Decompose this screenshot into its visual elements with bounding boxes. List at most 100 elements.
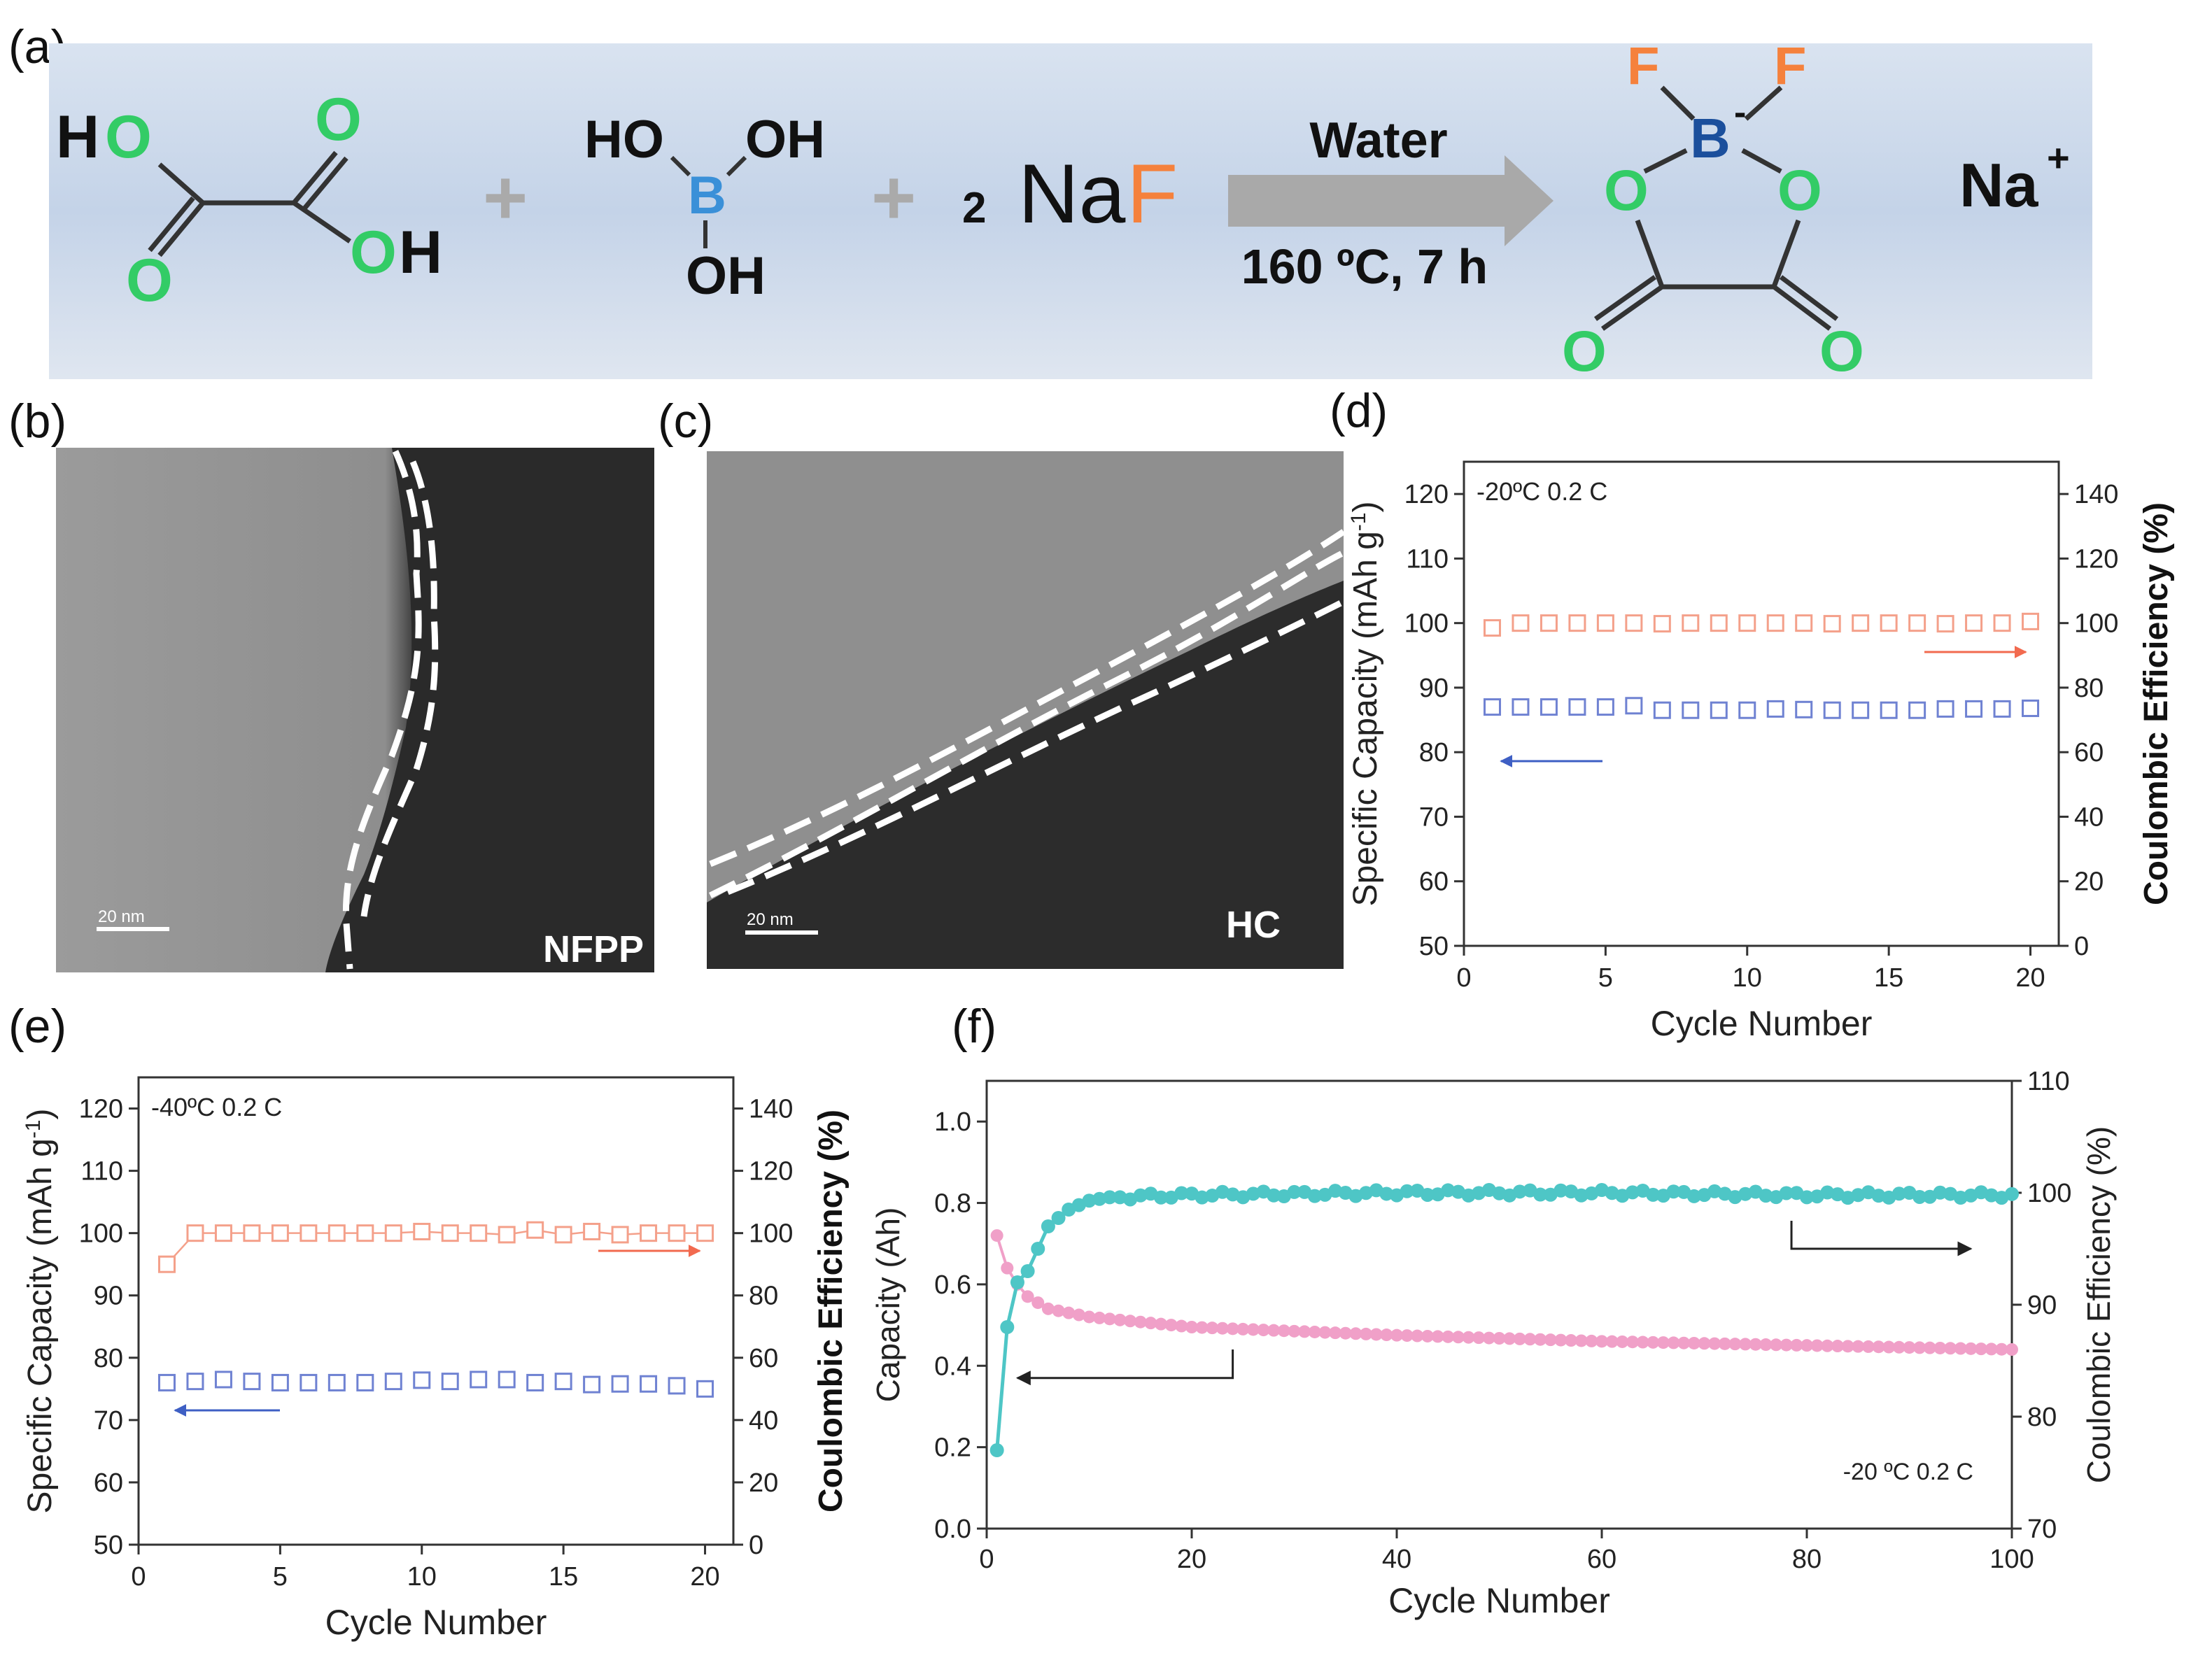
x-axis-label: Cycle Number	[325, 1603, 547, 1642]
ce-point	[1010, 1275, 1024, 1289]
capacity-point	[1964, 1342, 1978, 1355]
capacity-point	[611, 1375, 629, 1393]
capacity-point	[1544, 1333, 1557, 1347]
y-right-tick-label: 0	[2074, 932, 2089, 961]
x-tick-label: 80	[1792, 1545, 1822, 1574]
capacity-point	[1936, 700, 1954, 718]
ce-point	[1738, 614, 1756, 632]
ce-point	[1653, 615, 1671, 633]
capacity-point	[1656, 1336, 1670, 1349]
ce-point	[1307, 1189, 1322, 1203]
scale-bar-label: 20 nm	[747, 910, 794, 929]
capacity-point	[1861, 1340, 1875, 1353]
capacity-point	[1288, 1324, 1301, 1338]
capacity-point	[1801, 1339, 1813, 1352]
y-left-axis-label: Capacity (Ah)	[870, 1207, 906, 1403]
capacity-point	[1360, 1327, 1373, 1340]
condition-label: -20ºC 0.2 C	[1477, 477, 1607, 506]
capacity-point	[1568, 698, 1586, 716]
capacity-point	[1708, 1337, 1721, 1350]
ce-point	[1483, 619, 1501, 637]
capacity-point	[1246, 1323, 1260, 1336]
capacity-point	[1267, 1324, 1281, 1337]
capacity-point	[1728, 1338, 1742, 1351]
ce-point	[1400, 1184, 1414, 1198]
panel-a: (a) H O O O O H + HO OH B	[8, 20, 2092, 383]
y-right-tick-label: 20	[2074, 867, 2104, 897]
capacity-point	[1585, 1334, 1598, 1347]
capacity-point	[1823, 701, 1841, 719]
capacity-point	[1993, 700, 2011, 718]
capacity-point	[1625, 697, 1643, 715]
y-right-tick-label: 120	[2074, 544, 2118, 574]
capacity-point	[1698, 1337, 1711, 1350]
panel-d-label: (d)	[1330, 384, 1388, 437]
capacity-point	[356, 1373, 374, 1391]
y-left-label-end: )	[22, 1109, 59, 1120]
ce-point	[1031, 1242, 1045, 1256]
anion-charge: -	[1734, 92, 1746, 133]
reaction-arrow: Water 160 ºC, 7 h	[1228, 113, 1554, 294]
ce-point	[1174, 1186, 1189, 1200]
capacity-point	[1124, 1315, 1137, 1328]
capacity-point	[1653, 701, 1671, 719]
ce-point	[696, 1224, 714, 1242]
ce-point	[1779, 1186, 1794, 1200]
ce-point	[470, 1224, 488, 1242]
capacity-point	[1880, 701, 1898, 719]
y-left-tick-label: 70	[94, 1406, 123, 1436]
x-tick-label: 15	[549, 1562, 578, 1592]
ce-point	[1596, 614, 1614, 632]
x-tick-label: 10	[407, 1562, 437, 1592]
capacity-point	[1523, 1333, 1537, 1346]
y-left-axis-label: Specific Capacity (mAh g-1)	[22, 1109, 59, 1514]
y-right-axis-label: Coulombic Efficiency (%)	[2080, 1126, 2117, 1483]
sample-label: NFPP	[543, 928, 644, 970]
capacity-point	[1001, 1261, 1014, 1275]
capacity-point	[1493, 1332, 1506, 1345]
panel-f-chart: (f) 0 20 40 60 80 100 0.0 0.2 0.4 0.6 0.8 1.0 70 80 90…	[870, 1000, 2117, 1620]
ce-point	[526, 1221, 544, 1239]
ce-point	[1267, 1188, 1281, 1203]
capacity-point	[1472, 1331, 1486, 1345]
ce-point	[1020, 1264, 1035, 1278]
capacity-point	[526, 1373, 544, 1391]
panel-d-chart: (d) 0 5 10 15 20 50 60 70 80 90 100 110 120 0 20 40 60 80…	[1330, 384, 2175, 1043]
capacity-point	[1400, 1329, 1414, 1342]
y-left-tick-label: 0.4	[934, 1352, 971, 1381]
y-right-tick-label: 100	[2074, 609, 2118, 639]
ce-point	[1686, 1189, 1701, 1203]
ce-point	[1646, 1187, 1661, 1202]
x-tick-label: 60	[1587, 1545, 1616, 1574]
naf-na: Na	[1018, 147, 1126, 241]
atom-o: O	[350, 219, 397, 286]
y-right-tick-label: 20	[749, 1468, 778, 1498]
y-right-tick-label: 40	[2074, 802, 2104, 832]
ce-point	[1965, 614, 1983, 632]
y-left-tick-label: 120	[1404, 480, 1449, 509]
ce-point	[1795, 614, 1813, 632]
ce-axis-arrow	[1790, 1221, 1973, 1256]
capacity-point	[1677, 1336, 1691, 1349]
x-tick-label: 100	[1989, 1545, 2034, 1574]
x-tick-label: 0	[1456, 963, 1471, 993]
y-left-label-sup: -1	[22, 1120, 45, 1139]
y-left-tick-label: 110	[80, 1157, 123, 1186]
y-left-tick-label: 100	[79, 1219, 123, 1249]
ce-point	[1000, 1320, 1015, 1334]
atom-b: B	[1690, 107, 1731, 169]
capacity-point	[327, 1373, 346, 1391]
capacity-point	[1442, 1330, 1455, 1343]
ce-point	[1908, 614, 1926, 632]
y-left-label-main: Specific Capacity (mAh g	[1347, 531, 1384, 906]
condition-label: -20 ºC 0.2 C	[1843, 1459, 1973, 1485]
atom-o: O	[1777, 159, 1822, 222]
y-right-tick-label: 60	[2074, 738, 2104, 767]
ce-point	[1625, 1185, 1640, 1200]
x-tick-label: 0	[131, 1562, 146, 1592]
ce-point	[1933, 1185, 1947, 1200]
ce-point	[1625, 614, 1643, 632]
y-right-tick-label: 110	[2027, 1067, 2070, 1096]
ce-point	[611, 1226, 629, 1244]
